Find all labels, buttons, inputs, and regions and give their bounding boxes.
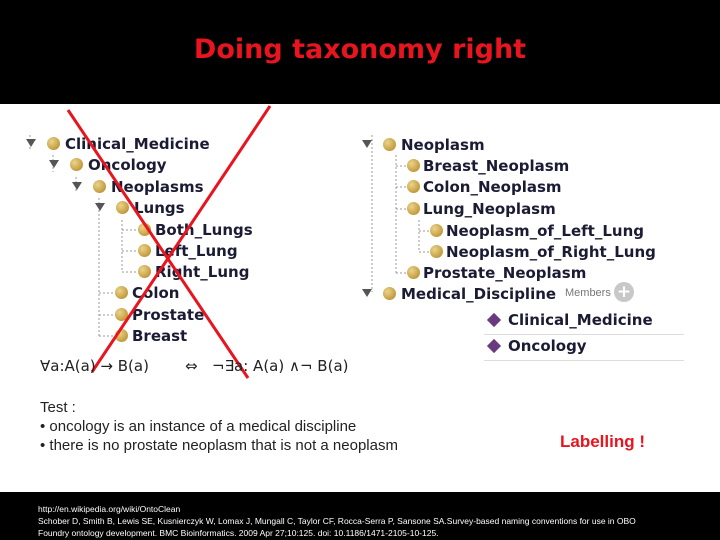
expand-triangle-icon[interactable] — [362, 289, 372, 297]
add-member-button[interactable]: + — [614, 282, 634, 302]
class-icon — [70, 158, 83, 171]
class-icon — [430, 245, 443, 258]
class-icon — [383, 287, 396, 300]
expand-triangle-icon[interactable] — [26, 139, 36, 147]
formula-left: ∀a:A(a) → B(a) — [40, 357, 149, 375]
member-row[interactable]: Oncology — [484, 334, 684, 361]
footer-citation-line: Foundry ontology development. BMC Bioinf… — [38, 528, 439, 538]
test-heading: Test : — [40, 399, 76, 416]
expand-triangle-icon[interactable] — [49, 160, 59, 168]
test-bullet: • oncology is an instance of a medical d… — [40, 418, 357, 435]
class-icon — [430, 224, 443, 237]
class-icon — [407, 266, 420, 279]
expand-triangle-icon[interactable] — [72, 182, 82, 190]
class-icon — [383, 138, 396, 151]
class-icon — [138, 244, 151, 257]
test-bullet: • there is no prostate neoplasm that is … — [40, 437, 398, 454]
footer-band: http://en.wikipedia.org/wiki/OntoClean S… — [0, 492, 720, 540]
class-icon — [115, 308, 128, 321]
class-icon — [115, 286, 128, 299]
members-list: Clinical_Medicine Oncology — [484, 308, 684, 361]
page-title: Doing taxonomy right — [193, 34, 527, 65]
footer-citation-line: Schober D, Smith B, Lewis SE, Kusnierczy… — [38, 516, 636, 526]
class-icon — [138, 265, 151, 278]
formula-right: ¬∃a: A(a) ∧¬ B(a) — [212, 357, 349, 375]
expand-triangle-icon[interactable] — [95, 203, 105, 211]
class-icon — [47, 137, 60, 150]
members-label: Members — [565, 287, 611, 299]
class-icon — [407, 202, 420, 215]
expand-triangle-icon[interactable] — [362, 140, 372, 148]
class-icon — [407, 180, 420, 193]
class-icon — [116, 201, 129, 214]
formula-equiv: ⇔ — [185, 357, 198, 375]
member-row[interactable]: Clinical_Medicine — [484, 308, 684, 335]
labelling-note: Labelling ! — [560, 432, 645, 451]
class-icon — [93, 180, 106, 193]
footer-link[interactable]: http://en.wikipedia.org/wiki/OntoClean — [38, 504, 181, 514]
header-band: Doing taxonomy right — [0, 0, 720, 104]
test-block: Test : • oncology is an instance of a me… — [40, 398, 398, 455]
class-icon — [407, 159, 420, 172]
